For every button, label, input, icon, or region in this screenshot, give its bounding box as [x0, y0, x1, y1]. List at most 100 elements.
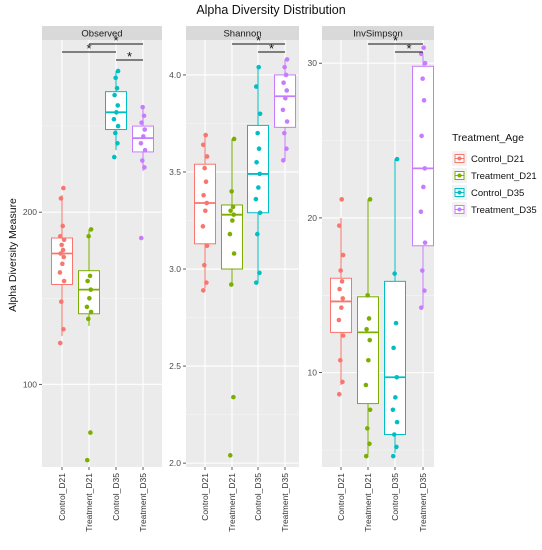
- data-point: [115, 123, 121, 129]
- data-point: [111, 116, 117, 122]
- data-point: [88, 227, 94, 232]
- data-point: [202, 165, 207, 171]
- data-point: [231, 394, 236, 400]
- box-body: [412, 65, 434, 247]
- legend-item-treatment_d35: Treatment_D35: [452, 202, 537, 217]
- data-point: [254, 159, 259, 165]
- data-point: [257, 210, 263, 216]
- data-point: [113, 75, 118, 81]
- data-point: [141, 134, 146, 139]
- data-point: [227, 231, 233, 237]
- data-point: [202, 262, 207, 268]
- data-point: [282, 130, 287, 136]
- panel-shannon: Shannon 2.0 2.5 3.0 3.5 4.0 Control_D21 Treatme…: [169, 26, 299, 532]
- panel-strip-label: Observed: [81, 29, 122, 40]
- data-point: [60, 247, 66, 253]
- box-body: [78, 270, 100, 315]
- data-point: [420, 76, 425, 81]
- data-point: [87, 273, 93, 279]
- data-point: [421, 45, 427, 51]
- data-point: [257, 270, 262, 276]
- data-point: [231, 251, 237, 256]
- data-point: [392, 432, 397, 437]
- data-point: [255, 130, 260, 136]
- data-point: [365, 292, 370, 298]
- data-point: [283, 95, 288, 101]
- data-point: [340, 333, 346, 338]
- box-control_d35: [105, 68, 127, 160]
- legend-item-treatment_d21: Treatment_D21: [452, 168, 537, 183]
- legend-label: Treatment_D35: [471, 205, 537, 216]
- data-point: [393, 395, 398, 400]
- data-point: [58, 196, 64, 201]
- data-point: [229, 189, 234, 194]
- data-point: [57, 340, 63, 346]
- data-point: [340, 379, 345, 385]
- data-point: [284, 119, 290, 124]
- data-point: [200, 142, 206, 148]
- data-point: [422, 166, 428, 171]
- data-point: [338, 268, 343, 273]
- data-point: [256, 64, 262, 70]
- data-point: [283, 72, 289, 78]
- data-point: [418, 305, 424, 310]
- x-tick-label: Control_D35: [111, 473, 121, 521]
- data-point: [421, 184, 426, 190]
- data-point: [257, 171, 263, 177]
- data-point: [61, 278, 67, 284]
- data-point: [281, 80, 286, 85]
- data-point: [391, 345, 396, 351]
- data-point: [339, 305, 344, 310]
- data-point: [138, 235, 144, 241]
- data-point: [284, 88, 290, 93]
- panel-observed: Observed 100 200 Control_D21 Treatment_D21 Co…: [23, 26, 162, 532]
- data-point: [61, 254, 67, 260]
- data-point: [231, 212, 237, 217]
- legend-key-point: [457, 156, 462, 161]
- data-point: [254, 231, 260, 237]
- data-point: [284, 57, 290, 62]
- data-point: [418, 51, 424, 57]
- box-control_d35: [384, 156, 406, 459]
- data-point: [203, 208, 208, 214]
- data-point: [60, 261, 65, 267]
- y-tick-label: 100: [23, 379, 37, 389]
- box-treatment_d21: [357, 197, 379, 459]
- data-point: [367, 197, 373, 202]
- y-tick-label: 2.5: [169, 361, 181, 371]
- legend-item-control_d21: Control_D21: [452, 151, 524, 166]
- panel-strip: [42, 26, 162, 40]
- data-point: [88, 287, 94, 292]
- y-tick-label: 3.0: [169, 264, 181, 274]
- data-point: [58, 251, 63, 256]
- data-point: [88, 309, 94, 315]
- x-tick-label: Treatment_D21: [227, 473, 237, 532]
- legend-label: Control_D35: [471, 188, 524, 199]
- data-point: [394, 444, 399, 450]
- data-point: [394, 374, 400, 380]
- data-point: [200, 288, 206, 293]
- data-point: [336, 317, 342, 323]
- data-point: [142, 127, 148, 132]
- data-point: [421, 98, 427, 103]
- data-point: [138, 141, 144, 146]
- data-point: [88, 430, 93, 435]
- data-point: [113, 130, 118, 136]
- box-treatment_d35: [274, 57, 296, 163]
- data-point: [280, 158, 286, 163]
- data-point: [115, 68, 121, 74]
- data-point: [115, 103, 121, 108]
- significance-marker: *: [269, 41, 274, 56]
- significance-marker: *: [127, 49, 132, 64]
- data-point: [392, 271, 397, 276]
- y-tick-label: 4.0: [169, 70, 181, 80]
- y-tick-label: 200: [23, 207, 37, 217]
- data-point: [228, 208, 233, 214]
- significance-marker: *: [256, 33, 261, 48]
- significance-marker: *: [113, 33, 118, 48]
- data-point: [367, 407, 373, 413]
- data-point: [338, 357, 343, 363]
- data-point: [200, 224, 206, 229]
- data-point: [204, 200, 210, 206]
- data-point: [364, 327, 369, 332]
